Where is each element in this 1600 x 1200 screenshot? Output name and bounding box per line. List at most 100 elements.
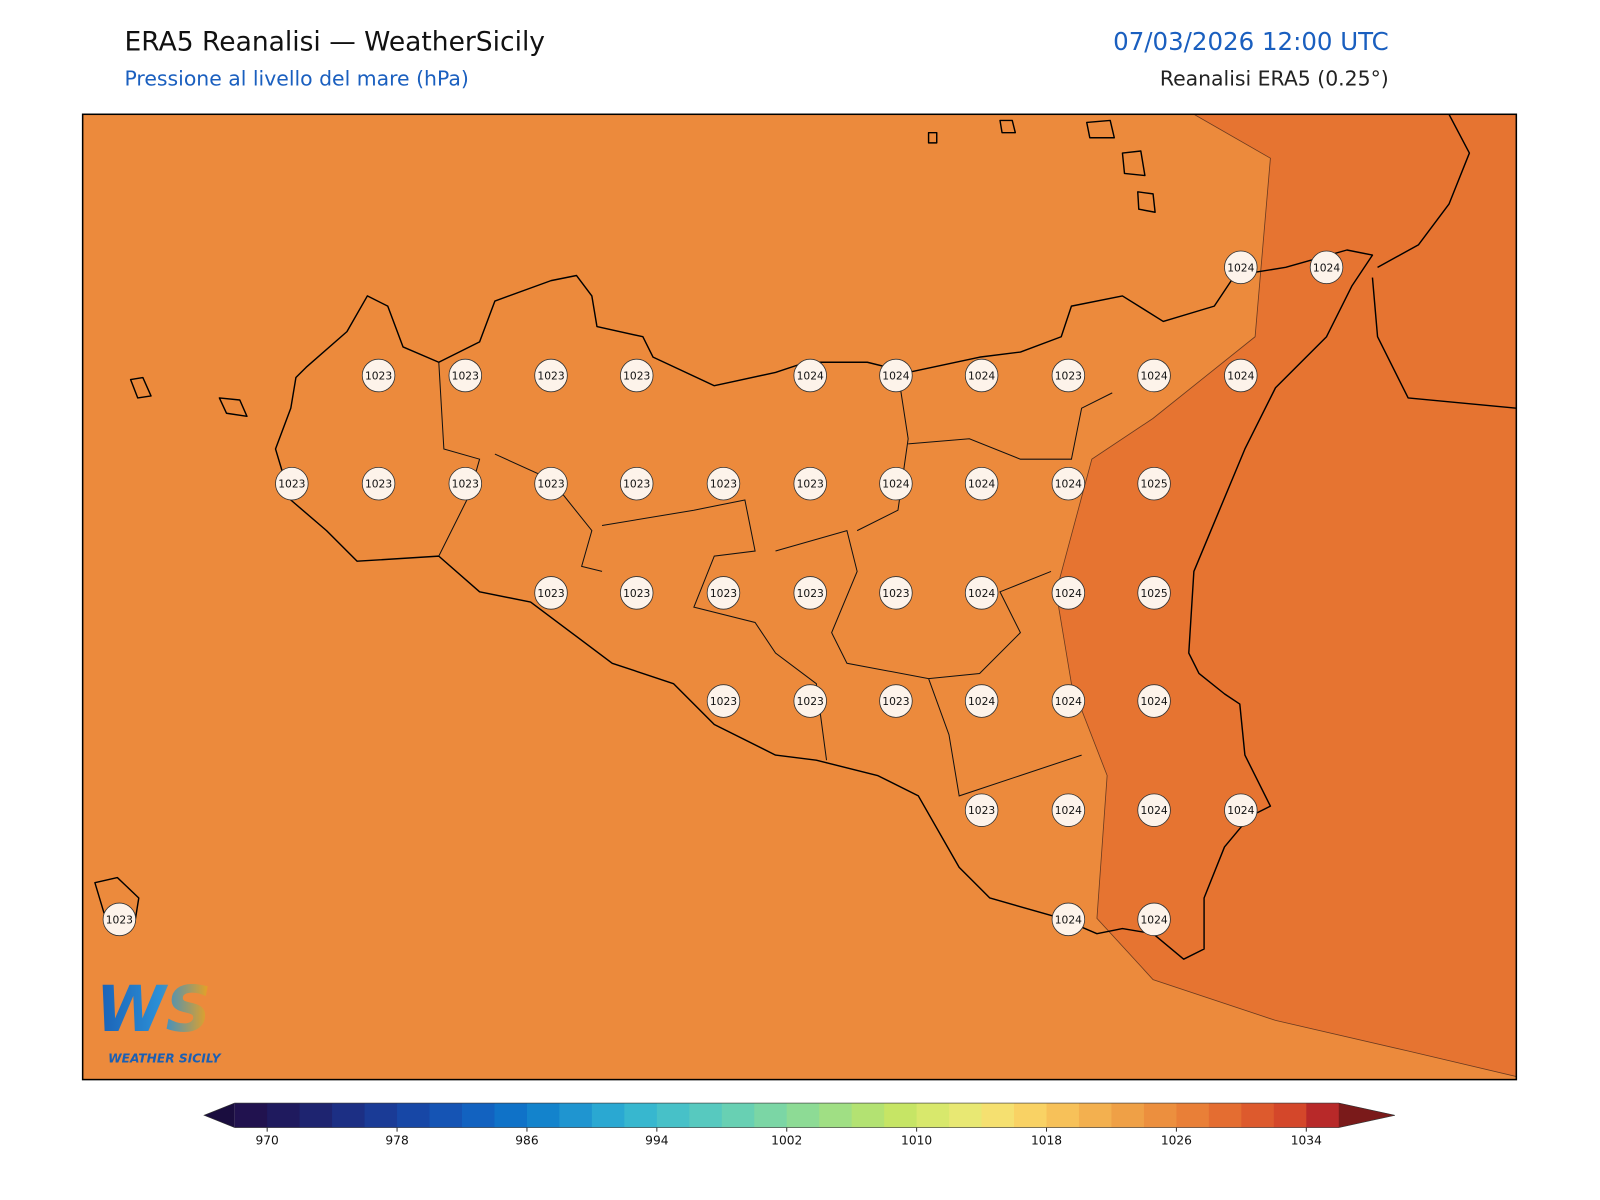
station-value: 1023: [452, 478, 479, 491]
station-value: 1023: [106, 913, 133, 926]
station-value: 1024: [1227, 261, 1254, 274]
station-marker: [534, 576, 568, 610]
colorbar-segment: [819, 1103, 853, 1128]
station-value: 1024: [1313, 261, 1340, 274]
station-marker: [275, 466, 309, 501]
station-value: 1023: [452, 370, 479, 383]
station-marker: [361, 466, 396, 501]
coastline-sicily: [274, 249, 1374, 960]
subtitle: Pressione al livello del mare (hPa): [124, 67, 468, 91]
colorbar-segment: [494, 1103, 528, 1128]
station-marker: [620, 466, 654, 501]
station-value: 1023: [537, 587, 564, 600]
station-marker: [793, 684, 827, 718]
colorbar-segment: [981, 1103, 1015, 1128]
colorbar-outline: [203, 1102, 1395, 1128]
station-value: 1024: [1055, 913, 1082, 926]
colorbar-segment: [656, 1103, 690, 1128]
station-value: 1023: [278, 478, 305, 491]
colorbar-segment: [332, 1103, 366, 1128]
station-marker: [534, 358, 568, 393]
station-marker: [964, 684, 999, 718]
colorbar-tick-label: 994: [645, 1133, 669, 1147]
colorbar-tick-label: 1026: [1161, 1133, 1192, 1147]
station-value: 1023: [882, 587, 909, 600]
station-value: 1024: [1055, 587, 1082, 600]
colorbar-segment: [1014, 1103, 1048, 1128]
station-marker: [793, 466, 827, 501]
station-value: 1024: [968, 587, 995, 600]
station-marker: [102, 902, 137, 937]
station-value: 1023: [1055, 370, 1082, 383]
station-value: 1024: [968, 695, 995, 708]
colorbar-segment: [916, 1103, 950, 1128]
pressure-field-high: [1055, 114, 1517, 1077]
colorbar-segment: [267, 1103, 301, 1128]
title: ERA5 Reanalisi — WeatherSicily: [124, 26, 545, 57]
colorbar-segment: [851, 1103, 885, 1128]
colorbar-tick-label: 978: [385, 1133, 408, 1147]
station-marker: [1224, 358, 1258, 393]
colorbar-segment: [591, 1103, 625, 1128]
station-marker: [879, 466, 913, 501]
colorbar-segment: [559, 1103, 593, 1128]
station-marker: [1137, 684, 1171, 718]
station-value: 1023: [537, 478, 564, 491]
colorbar-segment: [1143, 1103, 1177, 1128]
station-value: 1024: [1055, 478, 1082, 491]
station-marker: [534, 466, 568, 501]
station-marker: [1137, 793, 1171, 827]
colorbar-tick-label: 1018: [1031, 1133, 1062, 1147]
station-marker: [964, 358, 999, 393]
logo-mark: WS: [96, 972, 211, 1046]
station-marker: [793, 576, 827, 610]
station-marker: [1051, 358, 1086, 393]
station-marker: [879, 576, 913, 610]
station-value: 1023: [968, 804, 995, 817]
colorbar-tick-label: 1002: [771, 1133, 802, 1147]
station-marker: [1051, 576, 1086, 610]
colorbar-segment: [397, 1103, 431, 1128]
station-marker: [879, 358, 913, 393]
station-value: 1024: [797, 370, 824, 383]
station-value: 1024: [1140, 913, 1167, 926]
colorbar-tick-label: 1034: [1291, 1133, 1322, 1147]
colorbar-segment: [1273, 1103, 1307, 1128]
station-marker: [964, 576, 999, 610]
station-value: 1023: [797, 587, 824, 600]
station-marker: [964, 793, 999, 827]
station-marker: [1137, 358, 1171, 393]
source: Reanalisi ERA5 (0.25°): [1160, 67, 1389, 91]
station-value: 1023: [623, 478, 650, 491]
station-value: 1023: [365, 478, 392, 491]
station-value: 1024: [882, 370, 909, 383]
station-marker: [1051, 902, 1086, 937]
station-marker: [964, 466, 999, 501]
colorbar-segment: [234, 1103, 268, 1128]
station-value: 1024: [968, 370, 995, 383]
station-value: 1023: [710, 478, 737, 491]
colorbar-segment: [624, 1103, 658, 1128]
station-value: 1023: [537, 370, 564, 383]
station-value: 1023: [797, 695, 824, 708]
colorbar-tick-label: 1010: [901, 1133, 932, 1147]
station-value: 1024: [882, 478, 909, 491]
station-marker: [706, 466, 741, 501]
logo: WS WEATHER SICILY: [96, 972, 222, 1066]
colorbar-segment: [1078, 1103, 1112, 1128]
station-value: 1023: [365, 370, 392, 383]
station-marker: [1137, 466, 1171, 501]
colorbar-segment: [1046, 1103, 1080, 1128]
colorbar-segment: [949, 1103, 983, 1128]
station-marker: [448, 358, 483, 393]
station-marker: [706, 684, 741, 718]
station-marker: [1137, 902, 1171, 937]
station-marker: [1137, 576, 1171, 610]
colorbar-segment: [1306, 1103, 1340, 1128]
station-marker: [706, 576, 741, 610]
logo-name: WEATHER SICILY: [108, 1052, 222, 1066]
colorbar-segment: [689, 1103, 723, 1128]
station-value: 1024: [1055, 804, 1082, 817]
station-marker: [1224, 793, 1258, 827]
